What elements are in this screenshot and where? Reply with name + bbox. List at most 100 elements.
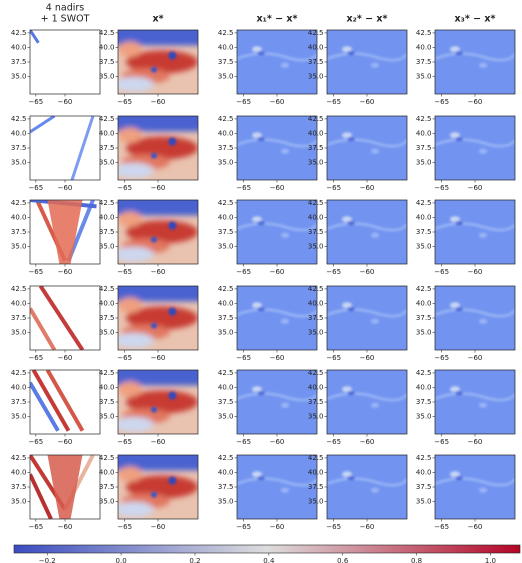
y-tick-label: 42.5 (11, 454, 27, 462)
y-tick-label: 42.5 (11, 115, 27, 123)
residual (371, 148, 379, 154)
y-tick-label: 37.5 (11, 228, 27, 236)
colorbar (13, 544, 521, 554)
x-tick-label: −65 (28, 184, 43, 192)
y-tick-label: 35.0 (218, 329, 234, 337)
y-tick-label: 40.0 (99, 129, 115, 137)
x-tick-label: −65 (28, 354, 43, 362)
panel (118, 116, 198, 180)
residuals (327, 302, 407, 324)
field (118, 286, 198, 349)
residuals (435, 386, 515, 408)
y-tick-label: 40.0 (11, 299, 27, 307)
residuals (327, 46, 407, 68)
residuals (237, 471, 317, 493)
y-tick-label: 37.5 (11, 58, 27, 66)
y-tick-label: 37.5 (99, 58, 115, 66)
y-tick-label: 37.5 (99, 483, 115, 491)
panel (327, 200, 407, 264)
y-tick-label: 42.5 (416, 369, 432, 377)
panel (237, 370, 317, 434)
y-tick-label: 37.5 (218, 144, 234, 152)
field (118, 455, 198, 518)
x-tick-label: −65 (326, 523, 341, 531)
y-tick-label: 42.5 (308, 115, 324, 123)
residual (347, 476, 355, 481)
residual (435, 308, 515, 318)
x-tick-label: −60 (151, 184, 166, 192)
y-tick-label: 40.0 (99, 43, 115, 51)
residuals (237, 386, 317, 408)
panel (435, 200, 515, 264)
y-tick-label: 40.0 (99, 468, 115, 476)
panel (30, 286, 100, 350)
y-tick-label: 37.5 (308, 314, 324, 322)
y-tick-label: 42.5 (218, 199, 234, 207)
residual (455, 221, 463, 226)
panel (435, 286, 515, 350)
y-tick-label: 35.0 (218, 498, 234, 506)
x-tick-label: −60 (360, 523, 375, 531)
y-tick-label: 37.5 (99, 228, 115, 236)
residual (237, 392, 317, 402)
residual (450, 471, 460, 478)
y-tick-label: 35.0 (416, 413, 432, 421)
eddy (151, 406, 157, 413)
x-tick-label: −60 (58, 184, 73, 192)
x-tick-label: −60 (151, 354, 166, 362)
residuals (327, 132, 407, 154)
panel (435, 116, 515, 180)
blob (118, 41, 142, 57)
panel (327, 370, 407, 434)
residual (281, 148, 289, 154)
eddies (151, 476, 177, 498)
panel-bg (237, 30, 317, 94)
y-tick-label: 35.0 (99, 329, 115, 337)
blob (118, 162, 154, 179)
y-tick-label: 35.0 (218, 159, 234, 167)
x-tick-label: −60 (360, 184, 375, 192)
column-title: x* (152, 14, 163, 25)
swath (47, 455, 83, 519)
residual (252, 471, 262, 478)
panel-bg (327, 30, 407, 94)
residual (252, 132, 262, 139)
colorbar-tick-label: −0.2 (39, 557, 56, 563)
residual (252, 46, 262, 53)
y-tick-label: 40.0 (11, 468, 27, 476)
y-tick-label: 42.5 (416, 454, 432, 462)
track (30, 473, 53, 519)
y-tick-label: 40.0 (416, 43, 432, 51)
y-tick-label: 40.0 (99, 213, 115, 221)
x-tick-label: −60 (360, 98, 375, 106)
x-tick-label: −65 (117, 438, 132, 446)
residual (479, 148, 487, 154)
y-tick-label: 35.0 (11, 243, 27, 251)
y-tick-label: 37.5 (11, 483, 27, 491)
residual (455, 307, 463, 312)
x-tick-label: −65 (326, 438, 341, 446)
residual (347, 391, 355, 396)
x-tick-label: −60 (270, 184, 285, 192)
residual (257, 391, 265, 396)
panel (327, 30, 407, 94)
y-tick-label: 37.5 (11, 314, 27, 322)
residual (327, 52, 407, 62)
residual (281, 232, 289, 238)
y-tick-label: 37.5 (99, 144, 115, 152)
residual (281, 487, 289, 493)
residuals (435, 46, 515, 68)
panel-bg (435, 30, 515, 94)
blob (118, 286, 198, 302)
x-tick-label: −60 (58, 98, 73, 106)
colorbar-tick-label: 0.6 (337, 557, 349, 563)
blob (118, 76, 154, 93)
y-tick-label: 35.0 (11, 329, 27, 337)
residual (347, 137, 355, 142)
y-tick-label: 40.0 (308, 213, 324, 221)
y-tick-label: 40.0 (11, 213, 27, 221)
eddy (151, 152, 157, 159)
y-tick-label: 37.5 (308, 58, 324, 66)
x-tick-label: −60 (58, 354, 73, 362)
residuals (237, 302, 317, 324)
